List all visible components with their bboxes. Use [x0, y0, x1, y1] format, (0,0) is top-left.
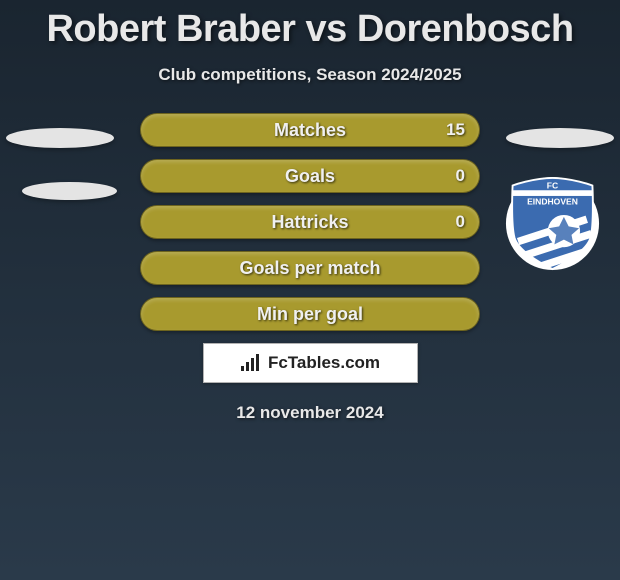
stat-value-right: 0	[456, 166, 465, 186]
stat-bar: Min per goal	[140, 297, 480, 331]
stat-bar: Goals per match	[140, 251, 480, 285]
brand-logo: FcTables.com	[203, 343, 418, 383]
stat-row-min-per-goal: Min per goal	[0, 297, 620, 331]
stat-label: Goals	[285, 166, 335, 187]
page-title: Robert Braber vs Dorenbosch	[0, 0, 620, 51]
stat-label: Hattricks	[271, 212, 348, 233]
stat-bar: Hattricks 0	[140, 205, 480, 239]
stat-label: Goals per match	[239, 258, 380, 279]
chart-icon	[240, 354, 262, 372]
stat-bar: Goals 0	[140, 159, 480, 193]
player-left-shape-1	[6, 128, 114, 148]
stat-bar: Matches 15	[140, 113, 480, 147]
page-subtitle: Club competitions, Season 2024/2025	[0, 65, 620, 85]
date-text: 12 november 2024	[0, 403, 620, 423]
club-badge-icon: FC EINDHOVEN	[505, 176, 600, 271]
brand-text: FcTables.com	[268, 353, 380, 373]
badge-text-top: FC	[547, 180, 558, 190]
player-left-shape-2	[22, 182, 117, 200]
club-badge-eindhoven: FC EINDHOVEN	[505, 176, 600, 271]
stat-label: Matches	[274, 120, 346, 141]
stat-value-right: 15	[446, 120, 465, 140]
badge-text-bottom: EINDHOVEN	[527, 197, 578, 207]
stat-value-right: 0	[456, 212, 465, 232]
stat-label: Min per goal	[257, 304, 363, 325]
player-right-shape-1	[506, 128, 614, 148]
